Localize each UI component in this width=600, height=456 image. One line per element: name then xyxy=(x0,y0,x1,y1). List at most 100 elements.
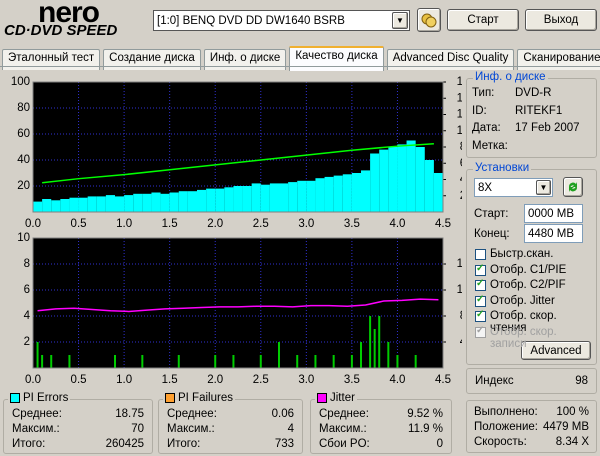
stat-value: 70 xyxy=(131,423,144,435)
group-title: Инф. о диске xyxy=(473,71,548,83)
option-label: Отобр. скор. чтения xyxy=(490,310,557,334)
progress-label: Положение: xyxy=(474,421,538,433)
bar xyxy=(296,355,299,368)
histogram-bar xyxy=(415,147,425,212)
logo: nero xyxy=(38,0,100,29)
settings-group: Установки 8X ▼ Старт: 0000 MB Конец: 448… xyxy=(466,162,597,365)
dropdown-arrow[interactable]: ▼ xyxy=(536,180,551,195)
start-input[interactable]: 0000 MB xyxy=(524,204,583,223)
legend-swatch xyxy=(317,393,327,403)
tab[interactable]: Эталонный тест xyxy=(2,49,101,70)
histogram-bar xyxy=(297,180,307,212)
x-tick-label: 4.0 xyxy=(389,374,405,386)
progress-value: 100 % xyxy=(556,406,589,418)
logo-sub: CD·DVD SPEED xyxy=(4,22,118,39)
tab[interactable]: Создание диска xyxy=(103,49,201,70)
legend-label: Jitter xyxy=(330,392,355,404)
y-tick-label: 20 xyxy=(17,180,30,192)
speed-select[interactable]: 8X ▼ xyxy=(474,178,553,197)
start-button[interactable]: Старт xyxy=(447,9,519,31)
stats-group: Jitter Среднее: 9.52 % Максим.: 11.9 % Сбои P… xyxy=(310,392,452,454)
dropdown-arrow[interactable]: ▼ xyxy=(392,12,408,29)
disc-info-button[interactable] xyxy=(417,8,441,32)
histogram-bar xyxy=(124,195,134,212)
histogram-bar xyxy=(51,200,61,212)
x-tick-label: 2.5 xyxy=(253,218,269,230)
histogram-bar xyxy=(433,173,443,212)
check-mark: ✓ xyxy=(476,324,485,336)
stat-value: 9.52 % xyxy=(407,408,443,420)
option-label: Отобр. скор. записи xyxy=(490,325,557,350)
info-value: 17 Feb 2007 xyxy=(515,122,580,134)
bar xyxy=(41,355,44,368)
stats-title: PI Errors xyxy=(8,392,71,404)
stat-label: Среднее: xyxy=(319,408,369,420)
progress-value: 8.34 X xyxy=(555,436,589,448)
bar xyxy=(414,355,417,368)
y-tick-label: 2 xyxy=(24,336,30,348)
histogram-bar xyxy=(397,144,407,212)
checkbox[interactable]: ✓ xyxy=(475,278,486,291)
y2-tick-label: 8 xyxy=(460,310,462,322)
bar xyxy=(387,342,390,368)
checkbox[interactable]: ✓ xyxy=(475,309,486,322)
exit-button[interactable]: Выход xyxy=(525,9,597,31)
x-tick-label: 0.5 xyxy=(71,218,87,230)
bar xyxy=(278,342,280,368)
x-tick-label: 3.5 xyxy=(344,374,360,386)
y2-tick-label: 6 xyxy=(460,157,462,169)
x-tick-label: 3.0 xyxy=(298,218,314,230)
end-input[interactable]: 4480 MB xyxy=(524,224,583,243)
start-label: Старт: xyxy=(474,208,509,220)
histogram-bar xyxy=(269,183,279,212)
drive-select[interactable]: [1:0] BENQ DVD DD DW1640 BSRB ▼ xyxy=(153,10,410,31)
histogram-bar xyxy=(279,183,289,212)
stats-title: PI Failures xyxy=(163,392,235,404)
x-tick-label: 1.5 xyxy=(162,218,178,230)
index-label: Индекс xyxy=(475,375,514,387)
stat-value: 733 xyxy=(274,438,294,450)
tab[interactable]: Сканирование диска xyxy=(517,49,600,70)
stat-value: 4 xyxy=(287,423,294,435)
refresh-icon xyxy=(568,182,578,192)
checkbox[interactable] xyxy=(475,249,486,260)
histogram-bar xyxy=(142,193,152,212)
checkbox[interactable]: ✓ xyxy=(475,294,486,307)
stat-label: Максим.: xyxy=(12,423,60,435)
stat-value: 18.75 xyxy=(115,408,144,420)
checkbox: ✓ xyxy=(475,324,486,338)
disc-info-group: Инф. о диске Тип: DVD-R ID: RITEKF1 Дата: 17 … xyxy=(466,71,597,158)
stat-label: Итого: xyxy=(12,438,46,450)
bar xyxy=(378,316,381,368)
tab[interactable]: Advanced Disc Quality xyxy=(386,49,515,70)
y-tick-label: 8 xyxy=(24,258,30,270)
line xyxy=(37,298,439,313)
checkbox[interactable]: ✓ xyxy=(475,263,486,276)
y2-tick-label: 16 xyxy=(457,76,462,88)
y-tick-label: 6 xyxy=(24,284,30,296)
refresh-button[interactable] xyxy=(563,177,583,197)
stat-value: 260425 xyxy=(105,438,144,450)
stat-label: Итого: xyxy=(167,438,201,450)
stat-label: Максим.: xyxy=(319,423,367,435)
bar xyxy=(369,316,372,368)
tab[interactable]: Инф. о диске xyxy=(203,49,287,70)
histogram-bar xyxy=(160,193,170,212)
histogram-bar xyxy=(69,197,79,212)
speed-value: 8X xyxy=(478,181,493,194)
histogram-bar xyxy=(206,188,216,212)
histogram-bar xyxy=(60,199,70,212)
bar xyxy=(396,355,399,368)
progress-label: Выполнено: xyxy=(474,406,538,418)
pi-errors-chart: 0.0 0.5 1.0 1.5 2.0 2.5 3.0 3.5 4.0 4.5 20 40 60 80 10… xyxy=(11,76,462,230)
legend-swatch xyxy=(165,393,175,403)
histogram-bar xyxy=(424,160,434,212)
x-tick-label: 0.0 xyxy=(25,218,41,230)
advanced-button[interactable]: Advanced xyxy=(521,341,591,360)
end-label: Конец: xyxy=(474,228,510,240)
y2-tick-label: 4 xyxy=(460,336,462,348)
histogram-bar xyxy=(197,189,207,212)
y2-tick-label: 8 xyxy=(460,141,462,153)
x-tick-label: 4.5 xyxy=(435,218,451,230)
